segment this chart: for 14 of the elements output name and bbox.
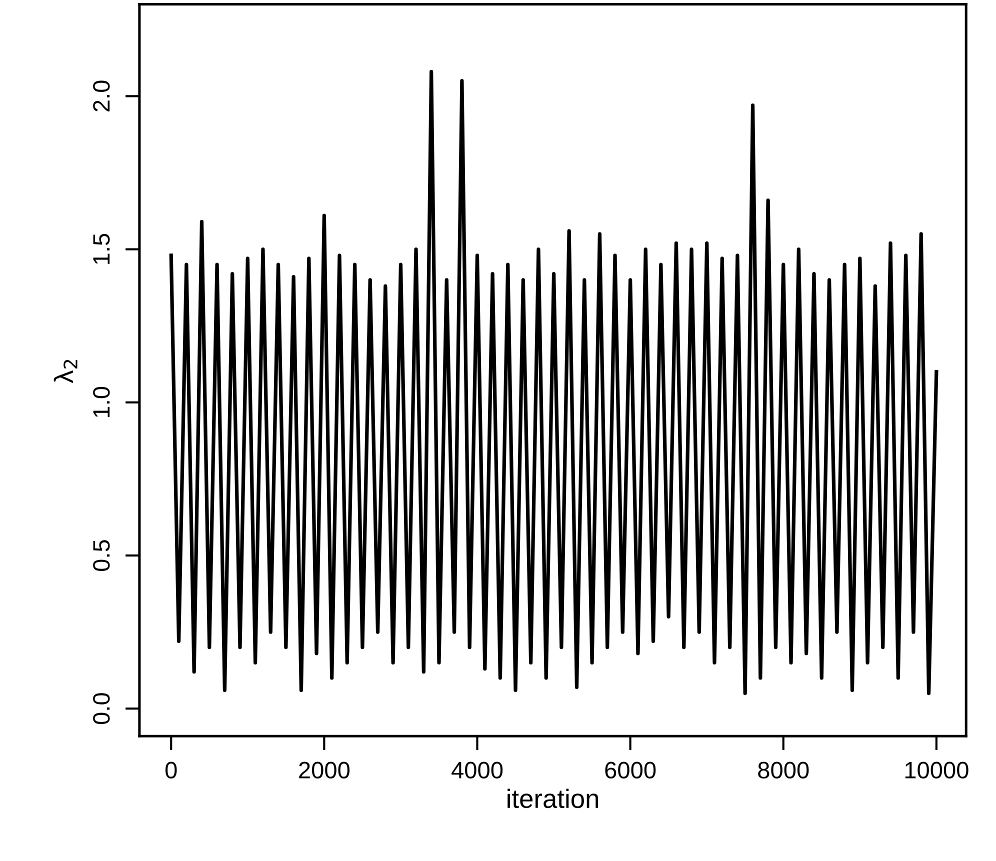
- y-tick-label: 2.0: [93, 80, 110, 112]
- x-tick-label: 8000: [758, 762, 809, 778]
- x-tick-label: 2000: [299, 762, 350, 778]
- y-axis-title: λ$_{2}$: [54, 360, 78, 384]
- x-tick-label: 6000: [605, 762, 656, 778]
- y-tick-label: 1.0: [93, 386, 110, 417]
- y-tick-label: 1.5: [93, 234, 110, 264]
- y-tick-label: 0.5: [93, 540, 110, 571]
- x-tick-label: 0: [165, 762, 177, 778]
- line-series: [169, 70, 938, 696]
- y-tick-label: 0.0: [93, 693, 110, 724]
- x-tick-label: 4000: [452, 762, 503, 778]
- x-axis-title: iteration: [508, 788, 598, 808]
- x-tick-label: 10000: [905, 762, 968, 778]
